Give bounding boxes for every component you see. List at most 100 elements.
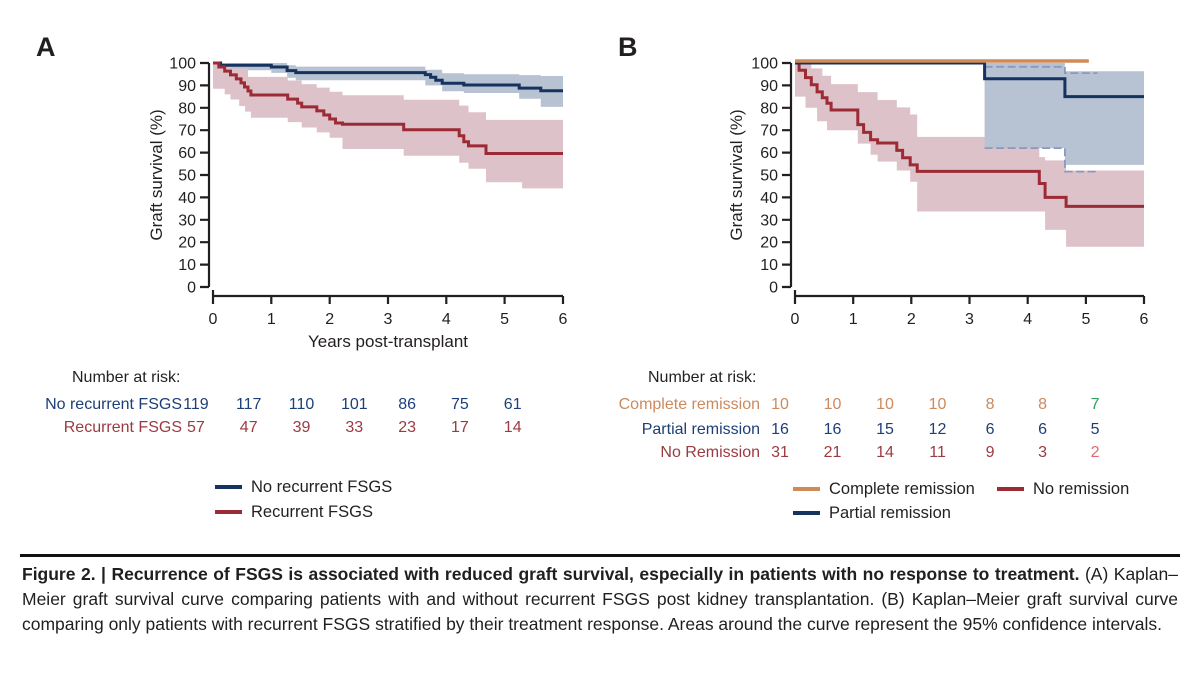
y-tick-label: 60	[760, 145, 778, 162]
x-tick-label: 0	[791, 311, 800, 328]
y-tick-label: 0	[187, 280, 196, 297]
ci-dashed-line	[984, 147, 1098, 173]
risk-count: 3	[1038, 444, 1047, 461]
y-tick-label: 100	[751, 56, 778, 73]
risk-count: 110	[288, 396, 315, 413]
risk-count: 14	[876, 444, 894, 461]
x-tick-label: 3	[965, 311, 974, 328]
y-tick-label: 90	[178, 78, 196, 95]
risk-row-label: Complete remission	[618, 396, 760, 413]
legend-line-swatch	[793, 511, 820, 515]
y-tick-label: 50	[760, 168, 778, 185]
risk-count: 47	[239, 419, 258, 436]
risk-count: 21	[823, 444, 842, 461]
risk-count: 8	[1038, 396, 1047, 413]
survival-curve	[795, 61, 1144, 99]
caption-body: (A) Kaplan–Meier graft survival curve co…	[22, 564, 1178, 634]
x-axis-title: Years post-transplant	[308, 332, 468, 351]
figure-caption: Figure 2. | Recurrence of FSGS is associ…	[22, 562, 1178, 637]
risk-count: 39	[292, 419, 311, 436]
x-axis	[211, 290, 565, 304]
risk-count: 57	[187, 419, 205, 436]
risk-count: 8	[985, 396, 995, 413]
x-tick-label: 6	[559, 311, 568, 328]
risk-count: 2	[1090, 444, 1100, 461]
risk-count: 101	[340, 396, 368, 413]
x-tick-label: 2	[907, 311, 916, 328]
y-tick-label: 60	[178, 145, 196, 162]
x-axis	[793, 290, 1146, 304]
y-axis	[200, 61, 211, 289]
y-tick-label: 20	[760, 235, 778, 252]
survival-curve	[213, 61, 563, 155]
x-tick-label: 0	[209, 311, 218, 328]
panel-a-label: A	[36, 32, 56, 62]
risk-count: 6	[985, 421, 995, 438]
y-tick-label: 70	[178, 123, 196, 140]
x-tick-label: 1	[267, 311, 276, 328]
y-tick-label: 100	[169, 56, 196, 73]
risk-count: 6	[1038, 421, 1047, 438]
risk-count: 119	[183, 396, 209, 413]
ci-dashed-line	[984, 65, 1098, 74]
x-tick-label: 1	[849, 311, 858, 328]
x-tick-label: 4	[1023, 311, 1032, 328]
risk-row-label: No recurrent FSGS	[45, 396, 182, 413]
y-tick-label: 90	[760, 78, 778, 95]
risk-row-label: Partial remission	[641, 421, 760, 438]
legend-label: Recurrent FSGS	[251, 503, 373, 521]
y-tick-label: 10	[178, 257, 196, 274]
y-tick-label: 30	[760, 212, 778, 229]
y-tick-label: 30	[178, 212, 196, 229]
x-tick-label: 3	[384, 311, 393, 328]
x-tick-label: 5	[1081, 311, 1090, 328]
risk-count: 10	[823, 396, 842, 413]
y-tick-label: 50	[178, 168, 196, 185]
risk-count: 15	[876, 421, 894, 438]
x-tick-label: 4	[442, 311, 451, 328]
y-axis	[782, 61, 793, 289]
y-tick-label: 10	[760, 257, 778, 274]
risk-count: 14	[503, 419, 522, 436]
y-tick-label: 40	[178, 190, 196, 207]
y-tick-label: 0	[769, 280, 778, 297]
legend-line-swatch	[215, 485, 242, 489]
risk-count: 17	[451, 419, 469, 436]
confidence-band	[795, 63, 1144, 247]
legend-line-swatch	[793, 487, 820, 491]
y-tick-label: 70	[760, 123, 778, 140]
risk-count: 7	[1090, 396, 1100, 413]
risk-count: 5	[1090, 421, 1100, 438]
risk-count: 10	[771, 396, 789, 413]
y-tick-label: 20	[178, 235, 196, 252]
x-tick-label: 5	[500, 311, 509, 328]
risk-count: 11	[929, 444, 946, 461]
risk-count: 12	[928, 421, 947, 438]
risk-row-label: Recurrent FSGS	[63, 419, 182, 436]
panel-b-label: B	[618, 32, 638, 62]
risk-count: 16	[771, 421, 789, 438]
risk-count: 33	[345, 419, 364, 436]
risk-count: 75	[451, 396, 469, 413]
risk-count: 16	[823, 421, 842, 438]
risk-count: 23	[398, 419, 416, 436]
legend-line-swatch	[997, 487, 1024, 491]
caption-rule	[20, 554, 1180, 557]
legend-label: Partial remission	[829, 504, 951, 522]
y-tick-label: 80	[178, 100, 196, 117]
risk-count: 10	[928, 396, 947, 413]
x-tick-label: 6	[1140, 311, 1149, 328]
km-plot-b: 0 10 20 30 40 50 60 70 80 90 100 0 1 2 3 4 5 6	[751, 56, 1149, 329]
survival-curve	[213, 61, 563, 93]
x-tick-label: 2	[325, 311, 334, 328]
confidence-band	[984, 63, 1144, 165]
caption-bold-lead: Figure 2. | Recurrence of FSGS is associ…	[22, 564, 1080, 584]
legend-label: No remission	[1033, 480, 1130, 498]
survival-curve	[795, 61, 1144, 208]
risk-count: 117	[235, 396, 262, 413]
y-tick-label: 40	[760, 190, 778, 207]
risk-count: 61	[503, 396, 522, 413]
legend-label: No recurrent FSGS	[251, 478, 393, 496]
risk-count: 9	[985, 444, 995, 461]
